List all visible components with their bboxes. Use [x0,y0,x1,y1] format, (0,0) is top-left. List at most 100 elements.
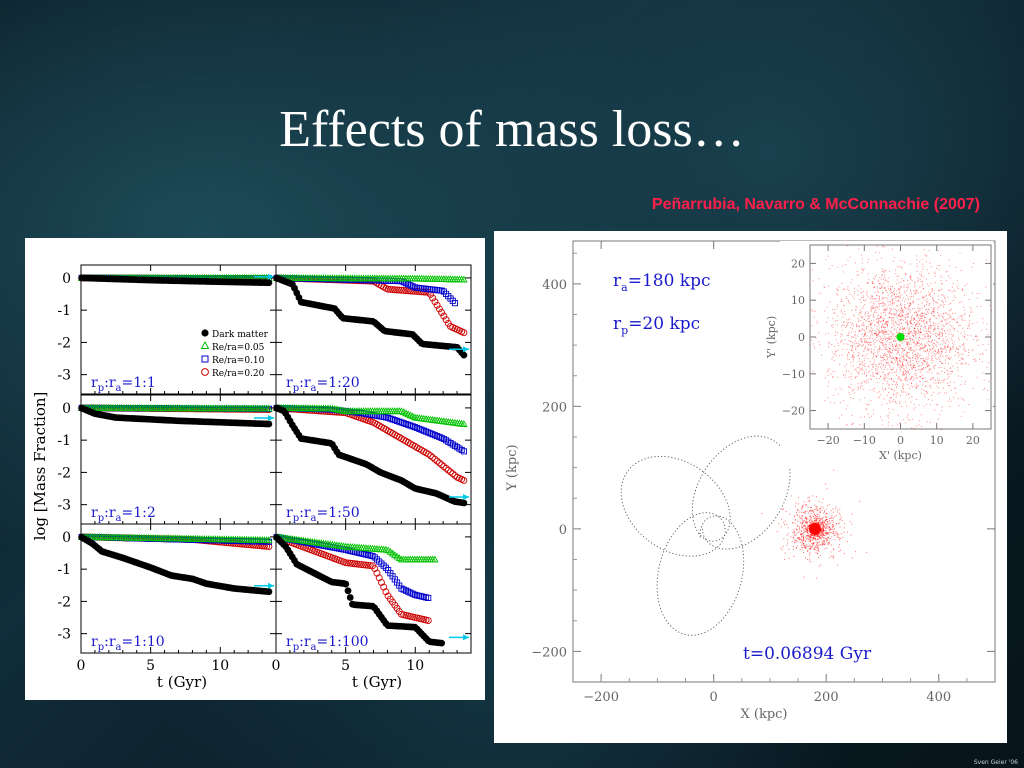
inset-particle [856,323,858,325]
inset-particle [949,277,951,279]
inset-particle [949,328,951,330]
inset-particle [913,408,915,410]
inset-particle [887,281,889,283]
inset-particle [881,327,883,329]
inset-particle [850,341,852,343]
inset-particle [902,348,904,350]
satellite-particle [839,514,841,516]
inset-particle [924,345,926,347]
inset-particle [934,307,936,309]
satellite-particle [831,532,833,534]
inset-particle [886,337,888,339]
satellite-particle [819,517,821,519]
satellite-particle [786,544,788,546]
inset-particle [868,316,870,318]
inset-particle [883,303,885,305]
inset-particle [960,415,962,417]
inset-particle [862,269,864,271]
satellite-particle [802,504,804,506]
satellite-particle [809,534,811,536]
inset-particle [951,371,953,373]
inset-particle [852,390,854,392]
inset-particle [915,331,917,333]
satellite-particle [807,531,809,533]
inset-particle [872,413,874,415]
satellite-particle [807,525,809,527]
satellite-particle [807,497,809,499]
inset-particle [885,365,887,367]
inset-particle [990,310,992,312]
y-axis-label: log [Mass Fraction] [31,392,49,541]
inset-particle [905,286,907,288]
satellite-particle [828,542,830,544]
satellite-particle [814,509,816,511]
satellite-particle [820,527,822,529]
inset-particle [889,356,891,358]
inset-particle [922,280,924,282]
inset-particle [812,280,814,282]
inset-particle [878,324,880,326]
data-point [429,454,437,461]
inset-particle [881,330,883,332]
inset-particle [910,302,912,304]
satellite-particle [821,533,823,535]
satellite-particle [784,524,786,526]
inset-particle [905,376,907,378]
inset-particle [884,331,886,333]
inset-particle [902,356,904,358]
inset-particle [869,360,871,362]
legend-label: Re/ra=0.10 [212,356,265,366]
inset-particle [889,365,891,367]
inset-particle [888,350,890,352]
inset-particle [902,364,904,366]
inset-particle [851,336,853,338]
inset-particle [882,297,884,299]
inset-particle [931,362,933,364]
satellite-particle [823,521,825,523]
inset-particle [836,324,838,326]
inset-particle [816,322,818,324]
inset-particle [919,314,921,316]
inset-particle [967,355,969,357]
inset-particle [902,314,904,316]
inset-particle [904,316,906,318]
inset-particle [899,329,901,331]
inset-particle [896,275,898,277]
inset-particle [867,382,869,384]
inset-particle [932,348,934,350]
satellite-particle [831,520,833,522]
inset-particle [906,344,908,346]
inset-particle [915,387,917,389]
inset-particle [862,364,864,366]
satellite-particle [815,541,817,543]
inset-particle [866,342,868,344]
satellite-particle [832,511,834,513]
inset-particle [925,295,927,297]
inset-particle [890,345,892,347]
satellite-particle [808,548,810,550]
inset-particle [842,313,844,315]
satellite-particle [818,536,820,538]
inset-particle [916,266,918,268]
inset-particle [949,405,951,407]
inset-particle [932,299,934,301]
inset-particle [941,304,943,306]
satellite-particle [815,539,817,541]
satellite-particle [817,522,819,524]
inset-particle [824,310,826,312]
inset-particle [933,325,935,327]
data-point [265,588,273,596]
inset-particle [932,342,934,344]
inset-particle [871,323,873,325]
inset-particle [949,321,951,323]
inset-particle [932,297,934,299]
inset-particle [916,355,918,357]
inset-particle [878,306,880,308]
inset-particle [910,382,912,384]
inset-particle [904,338,906,340]
satellite-particle [822,527,824,529]
inset-particle [909,373,911,375]
inset-particle [918,310,920,312]
inset-particle [840,336,842,338]
inset-particle [906,394,908,396]
